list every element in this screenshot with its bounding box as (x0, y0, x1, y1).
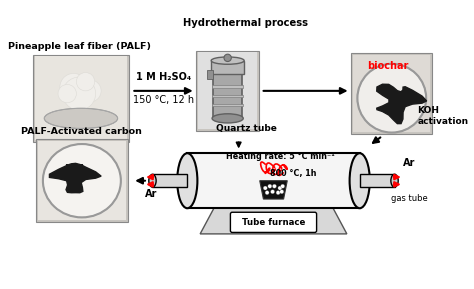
Circle shape (268, 184, 272, 188)
Bar (33, 55, 129, 142)
Ellipse shape (212, 114, 243, 123)
Circle shape (276, 191, 280, 195)
Circle shape (281, 184, 285, 188)
Bar (35, 56, 127, 140)
Text: Hydrothermal process: Hydrothermal process (183, 18, 309, 27)
Text: PALF-Activated carbon: PALF-Activated carbon (21, 127, 142, 136)
Ellipse shape (357, 64, 426, 133)
Text: 1 M H₂SO₄: 1 M H₂SO₄ (136, 72, 191, 82)
Bar (360, 174, 394, 187)
Circle shape (271, 190, 274, 194)
Bar (212, 95, 243, 97)
Circle shape (63, 77, 96, 110)
Circle shape (263, 186, 267, 190)
Circle shape (265, 191, 269, 195)
Ellipse shape (350, 153, 370, 208)
Text: Quartz tube: Quartz tube (216, 124, 276, 133)
Text: 150 °C, 12 h: 150 °C, 12 h (133, 95, 194, 105)
Ellipse shape (177, 153, 197, 208)
Text: gas tube: gas tube (391, 194, 428, 203)
Bar (187, 153, 360, 208)
Ellipse shape (43, 144, 121, 217)
Circle shape (58, 84, 76, 103)
Circle shape (280, 190, 284, 194)
Bar (212, 85, 243, 88)
Text: 800 °C, 1h: 800 °C, 1h (271, 169, 317, 178)
Text: Ar: Ar (146, 188, 158, 199)
Polygon shape (377, 84, 427, 124)
Circle shape (60, 73, 87, 101)
Bar (212, 104, 243, 106)
Ellipse shape (44, 108, 118, 128)
Bar (211, 61, 244, 74)
Bar (208, 70, 213, 79)
Circle shape (76, 73, 95, 91)
Polygon shape (49, 163, 101, 193)
Circle shape (79, 80, 101, 102)
Circle shape (273, 184, 276, 188)
Text: Heating rate: 5 °C min⁻¹: Heating rate: 5 °C min⁻¹ (227, 151, 335, 161)
Bar (353, 55, 430, 132)
Circle shape (224, 54, 231, 62)
Ellipse shape (391, 174, 398, 187)
Ellipse shape (211, 57, 244, 64)
Bar (351, 53, 432, 134)
Bar (198, 52, 257, 129)
Text: biochar: biochar (367, 61, 408, 71)
Text: KOH
activation: KOH activation (418, 105, 469, 126)
Polygon shape (200, 208, 347, 234)
Bar (153, 174, 187, 187)
Polygon shape (260, 181, 287, 199)
Bar (36, 140, 128, 222)
Bar (38, 141, 126, 220)
Bar (197, 51, 259, 131)
Circle shape (278, 186, 282, 190)
FancyBboxPatch shape (230, 212, 317, 232)
Text: Ar: Ar (403, 158, 415, 168)
Text: Tube furnace: Tube furnace (242, 218, 305, 227)
Ellipse shape (149, 174, 156, 187)
Bar (213, 74, 242, 118)
Text: Pineapple leaf fiber (PALF): Pineapple leaf fiber (PALF) (8, 42, 151, 51)
